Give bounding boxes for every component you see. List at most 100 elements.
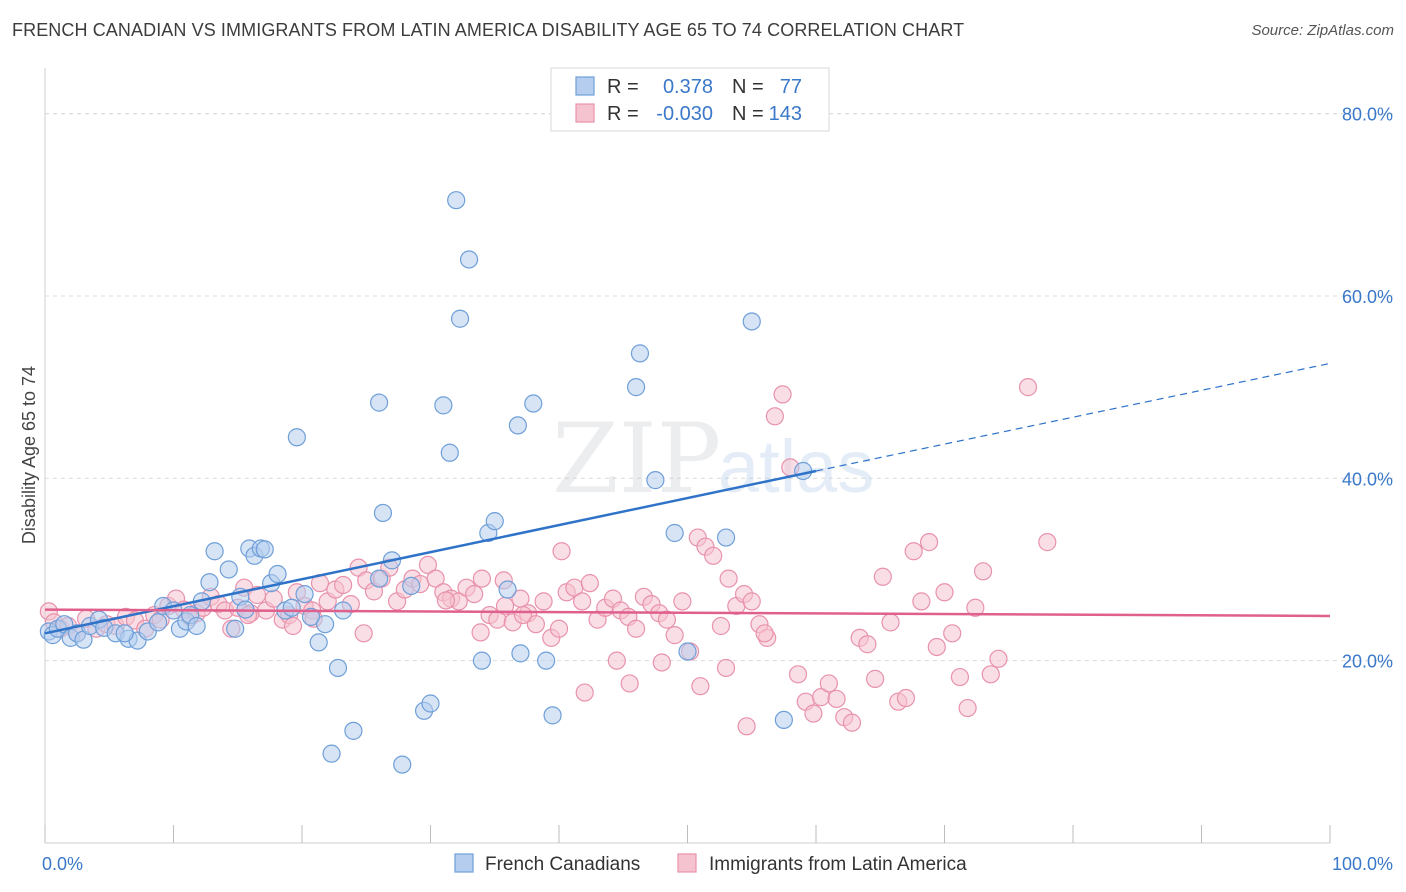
data-point: [498, 580, 517, 599]
data-point: [508, 416, 527, 435]
data-point: [344, 721, 363, 740]
series-1: [39, 378, 1057, 736]
chart-title: FRENCH CANADIAN VS IMMIGRANTS FROM LATIN…: [12, 20, 965, 40]
data-point: [316, 615, 335, 634]
data-point: [958, 698, 977, 718]
legend-r-value-1: 0.378: [663, 76, 713, 98]
data-point: [328, 658, 348, 678]
data-point: [711, 616, 731, 636]
data-point: [552, 542, 571, 561]
data-point: [626, 619, 646, 638]
bottom-legend-swatch-french-canadians: [454, 853, 474, 873]
legend-r-value-2: -0.030: [656, 103, 713, 125]
data-point: [543, 706, 562, 725]
bottom-legend: French Canadians Immigrants from Latin A…: [454, 853, 967, 875]
data-point: [148, 613, 168, 632]
series-0: [39, 191, 813, 774]
data-point: [219, 560, 238, 579]
data-point: [534, 592, 553, 611]
data-point: [459, 250, 479, 269]
data-point: [440, 443, 459, 462]
data-point: [858, 635, 877, 654]
data-point: [421, 694, 440, 713]
data-point: [652, 653, 671, 672]
data-point: [657, 610, 677, 629]
data-points: [39, 191, 1057, 774]
axes: [44, 68, 1331, 844]
data-point: [607, 651, 626, 670]
data-point: [673, 592, 692, 611]
bottom-legend-label-french-canadians: French Canadians: [485, 854, 640, 875]
y-tick-label: 80.0%: [1342, 105, 1393, 125]
data-point: [774, 710, 793, 730]
stats-legend: R = 0.378 N = 77 R = -0.030 N = 143: [550, 67, 830, 132]
data-point: [283, 616, 303, 636]
data-point: [511, 644, 530, 663]
data-point: [537, 651, 556, 670]
data-point: [205, 542, 224, 561]
data-point: [704, 546, 723, 565]
data-point: [819, 674, 838, 693]
y-axis-title: Disability Age 65 to 74: [19, 366, 39, 544]
trend-line-extension-0: [815, 362, 1331, 472]
data-point: [719, 569, 738, 588]
data-point: [665, 523, 684, 543]
legend-r-label-2: R =: [607, 103, 639, 125]
data-point: [115, 624, 134, 643]
data-point: [575, 683, 594, 702]
data-point: [436, 591, 456, 610]
data-point: [973, 562, 993, 581]
data-point: [989, 649, 1008, 668]
data-point: [549, 619, 569, 638]
data-point: [465, 584, 484, 604]
tick-labels: 20.0% 40.0% 60.0% 80.0% 0.0% 100.0%: [42, 105, 1393, 874]
data-point: [513, 605, 533, 625]
data-point: [630, 344, 650, 363]
data-point: [573, 592, 592, 611]
data-point: [842, 713, 862, 732]
data-point: [268, 564, 287, 584]
y-tick-label: 60.0%: [1342, 287, 1393, 307]
data-point: [919, 533, 939, 552]
data-point: [322, 744, 341, 763]
data-point: [287, 428, 306, 447]
watermark-zip: ZIP: [552, 403, 721, 515]
data-point: [255, 540, 274, 559]
data-point: [471, 623, 490, 642]
data-point: [904, 542, 923, 561]
data-point: [966, 598, 985, 617]
data-point: [626, 378, 646, 397]
data-point: [200, 573, 219, 592]
data-point: [737, 717, 756, 736]
data-point: [402, 576, 421, 595]
data-point: [393, 755, 412, 774]
data-point: [1038, 533, 1057, 552]
data-point: [524, 394, 543, 413]
data-point: [742, 592, 761, 611]
data-point: [295, 584, 314, 604]
data-point: [912, 592, 931, 611]
data-point: [742, 312, 761, 331]
data-point: [950, 667, 970, 687]
legend-n-value-2: 143: [769, 103, 802, 125]
data-point: [472, 651, 491, 670]
data-point: [580, 574, 599, 593]
data-point: [804, 704, 823, 723]
data-point: [794, 461, 813, 481]
data-point: [434, 396, 453, 415]
x-tick-label-min: 0.0%: [42, 854, 83, 874]
data-point: [373, 503, 393, 523]
data-point: [678, 642, 697, 661]
legend-r-label-1: R =: [607, 76, 639, 98]
legend-swatch-latin-america: [575, 103, 595, 123]
data-point: [226, 619, 245, 638]
data-point: [866, 669, 885, 688]
data-point: [301, 607, 321, 626]
data-point: [526, 615, 545, 634]
legend-n-label-2: N =: [732, 103, 764, 125]
data-point: [485, 512, 504, 531]
data-point: [370, 393, 389, 412]
data-point: [788, 665, 808, 684]
data-point: [935, 583, 954, 602]
data-point: [1018, 378, 1038, 397]
